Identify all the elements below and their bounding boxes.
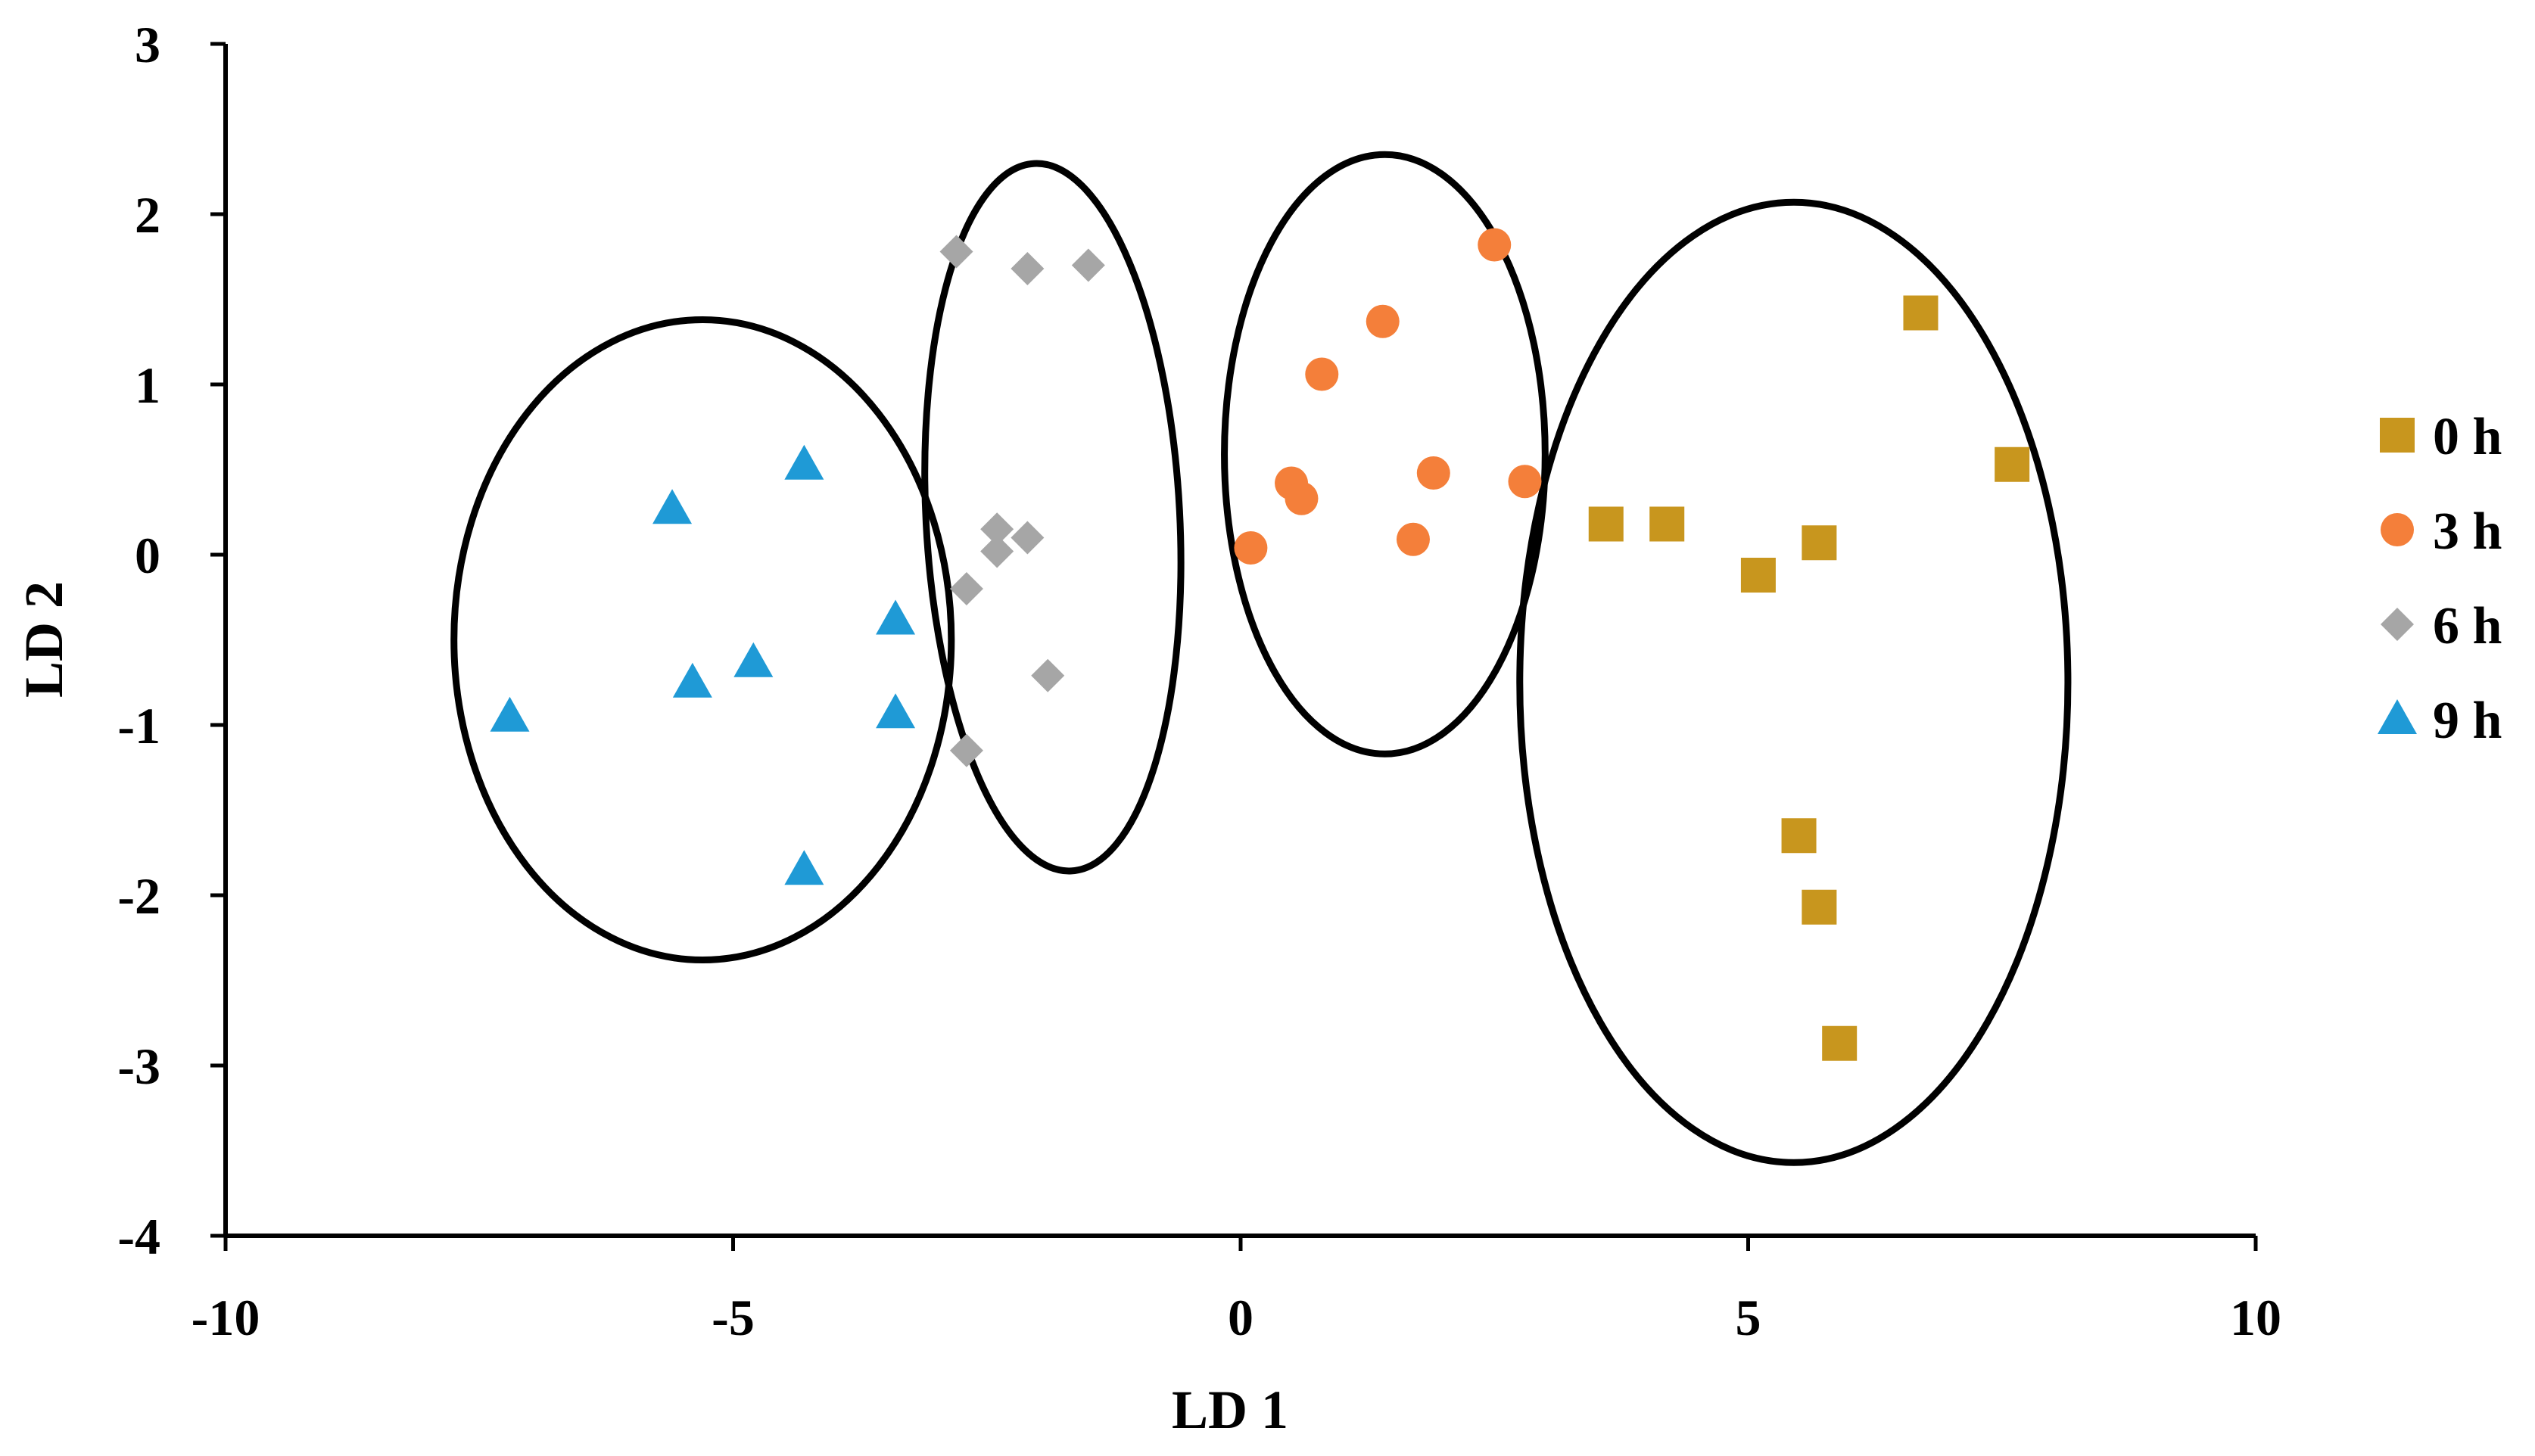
legend-marker-6h [2381, 608, 2414, 641]
point-6h [1071, 248, 1105, 282]
point-0h [1802, 889, 1837, 925]
legend-marker-0h [2380, 418, 2415, 453]
axes [223, 44, 2256, 1238]
point-3h [1366, 304, 1400, 338]
legend-marker-9h [2378, 699, 2417, 734]
point-6h [980, 534, 1014, 568]
legend-label-9h: 9 h [2433, 692, 2502, 750]
point-6h [949, 733, 983, 767]
point-9h [876, 599, 916, 635]
point-3h [1234, 531, 1268, 565]
point-6h [1031, 658, 1065, 692]
y-tick-label: 1 [135, 356, 160, 414]
y-tick-label: -1 [117, 697, 160, 754]
point-9h [876, 693, 916, 729]
point-3h [1396, 522, 1430, 556]
cluster-ellipse-0h [1516, 198, 2072, 1166]
y-tick-label: 3 [135, 16, 160, 73]
data-points [490, 228, 2030, 1061]
cluster-ellipse-6h [921, 160, 1185, 875]
point-6h [980, 512, 1014, 546]
point-0h [1822, 1025, 1858, 1061]
y-axis-label: LD 2 [14, 581, 74, 698]
legend-label-0h: 0 h [2433, 408, 2502, 466]
x-axis-ticks: -10 -5 0 5 10 [192, 1236, 2281, 1346]
point-6h [1011, 521, 1045, 555]
point-9h [652, 489, 693, 524]
point-0h [1588, 506, 1624, 542]
point-6h [939, 235, 973, 269]
point-0h [1903, 295, 1939, 331]
point-3h [1416, 456, 1450, 490]
point-9h [784, 850, 824, 885]
cluster-ellipses [450, 151, 2072, 1166]
legend-marker-3h [2381, 513, 2414, 546]
point-0h [1995, 446, 2030, 482]
y-axis-ticks: -4 -3 -2 -1 0 1 2 3 [117, 16, 226, 1265]
point-9h [672, 662, 712, 698]
y-tick-label: 2 [135, 186, 160, 244]
legend-label-6h: 6 h [2433, 597, 2502, 655]
legend-label-3h: 3 h [2433, 502, 2502, 561]
point-0h [1740, 558, 1776, 593]
point-6h [1011, 252, 1045, 285]
x-tick-label: -10 [192, 1289, 260, 1346]
point-0h [1802, 525, 1837, 561]
legend: 0 h 3 h 6 h 9 h [2378, 408, 2502, 750]
x-axis-label: LD 1 [1172, 1380, 1288, 1440]
point-9h [490, 696, 530, 732]
point-0h [1649, 506, 1685, 542]
point-3h [1285, 481, 1319, 515]
x-tick-label: 10 [2230, 1289, 2281, 1346]
point-3h [1305, 357, 1339, 391]
y-tick-label: -4 [117, 1208, 160, 1265]
x-tick-label: 0 [1228, 1289, 1253, 1346]
point-0h [1781, 818, 1817, 854]
y-tick-label: -2 [117, 867, 160, 925]
point-6h [949, 572, 983, 605]
y-tick-label: 0 [135, 527, 160, 584]
point-9h [784, 444, 824, 480]
cluster-ellipse-3h [1221, 151, 1549, 758]
cluster-ellipse-9h [450, 316, 955, 963]
point-3h [1508, 465, 1542, 499]
point-3h [1478, 228, 1512, 262]
y-tick-label: -3 [117, 1038, 160, 1095]
x-tick-label: -5 [712, 1289, 755, 1346]
point-9h [733, 642, 774, 677]
x-tick-label: 5 [1736, 1289, 1761, 1346]
